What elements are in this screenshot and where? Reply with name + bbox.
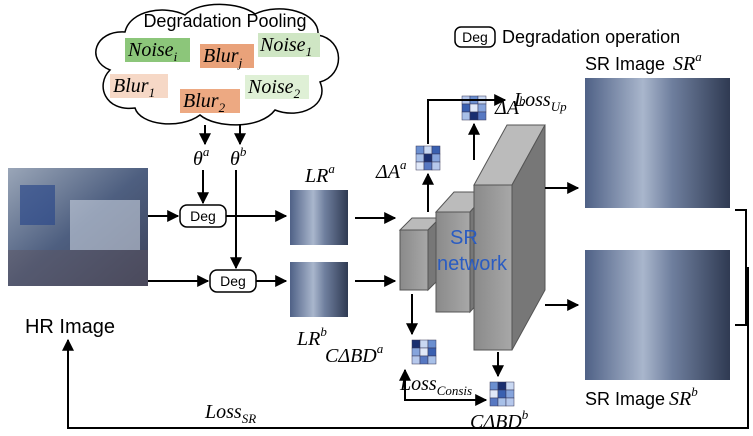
pool-item: Noise2 [247,76,301,101]
cdelta-b: CΔBDb [470,407,529,433]
theta-a: θa [193,144,210,170]
pool-item: Noise1 [259,34,312,59]
deg-label: Deg [190,208,216,224]
bracket [735,210,746,325]
hr-image [8,168,148,286]
pool-item: Blurj [203,45,243,70]
hr-label: HR Image [25,316,115,338]
lr-image [290,262,348,317]
diagram: Degradation Pooling Noisei Blurj Noise1 … [0,0,753,436]
lr-image [290,190,348,245]
legend-box-label: Deg [462,29,488,45]
delta-a: ΔAa [375,157,407,183]
pool-item: Noisei [127,39,178,64]
network-label: network [437,253,508,275]
cube [412,340,436,364]
loss-sr: LossSR [204,401,256,426]
cdelta-a: CΔBDa [325,341,384,367]
loss-consis: LossConsis [399,373,472,398]
lr-a: LRa [304,161,335,187]
sr-image [585,78,730,208]
loss-up: LossUp [513,89,567,114]
deg-label: Deg [220,273,246,289]
sr-image [585,250,730,380]
legend-text: Degradation operation [502,27,680,47]
cube [490,382,514,406]
pool-title: Degradation Pooling [143,11,306,31]
lr-b: LRb [296,324,327,350]
cube [416,146,440,170]
theta-b: θb [230,144,247,170]
network-label: SR [450,227,478,249]
